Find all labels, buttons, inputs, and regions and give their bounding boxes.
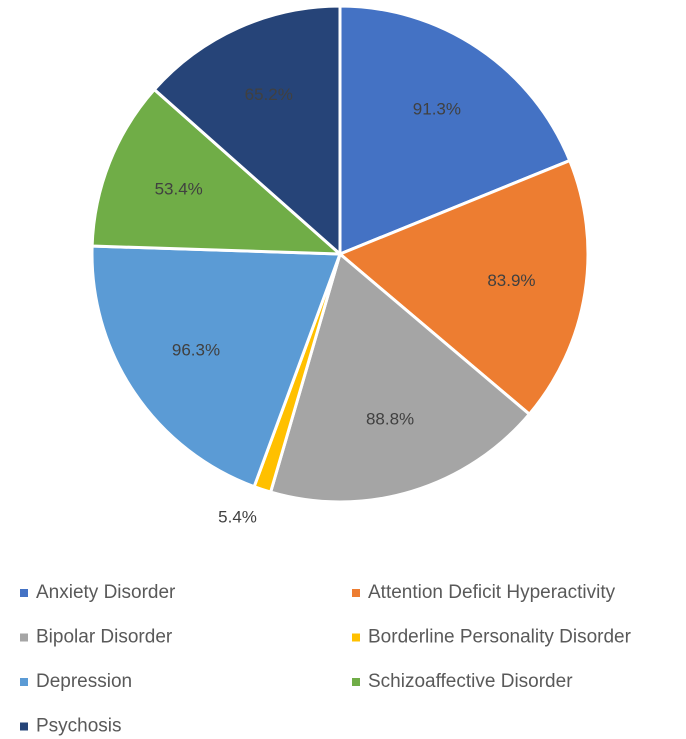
legend-swatch bbox=[20, 678, 28, 686]
pie-slice bbox=[90, 87, 345, 256]
data-label: 88.8% bbox=[366, 410, 414, 429]
legend-swatch bbox=[20, 589, 28, 597]
pie-slice bbox=[337, 158, 590, 417]
data-label: 83.9% bbox=[487, 271, 535, 290]
data-label: 65.2% bbox=[245, 85, 293, 104]
legend-label: Attention Deficit Hyperactivity bbox=[368, 582, 616, 603]
pie-slice bbox=[152, 4, 342, 258]
legend-label: Depression bbox=[36, 671, 132, 692]
data-label: 96.3% bbox=[172, 340, 220, 359]
pie-slice bbox=[90, 244, 343, 489]
legend-swatch bbox=[352, 589, 360, 597]
pie-slice bbox=[338, 4, 572, 257]
legend-swatch bbox=[20, 722, 28, 731]
legend-swatch bbox=[352, 633, 360, 642]
legend-label: Psychosis bbox=[36, 716, 122, 737]
legend-swatch bbox=[20, 633, 28, 642]
data-label: 91.3% bbox=[413, 99, 461, 118]
pie-slice bbox=[268, 251, 532, 504]
legend-label: Anxiety Disorder bbox=[36, 582, 176, 603]
legend-label: Schizoaffective Disorder bbox=[368, 671, 573, 692]
data-label: 5.4% bbox=[218, 507, 257, 526]
data-label: 53.4% bbox=[155, 179, 203, 198]
legend-label: Borderline Personality Disorder bbox=[368, 627, 632, 648]
legend-label: Bipolar Disorder bbox=[36, 627, 173, 648]
legend-swatch bbox=[352, 678, 360, 686]
